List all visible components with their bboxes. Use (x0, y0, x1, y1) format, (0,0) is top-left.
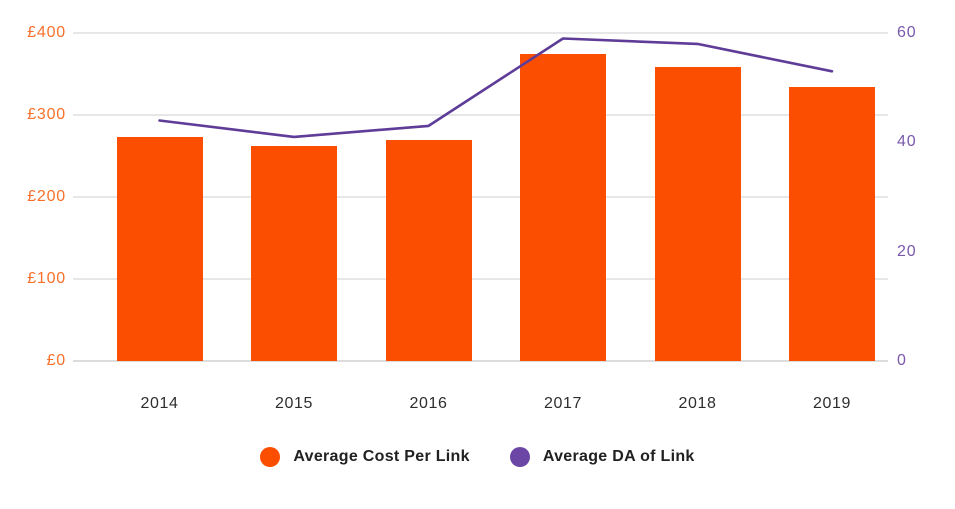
left-axis-tick: £0 (46, 352, 66, 369)
gridline (73, 196, 888, 198)
x-axis-label-2018: 2018 (678, 395, 717, 412)
bar-2019[interactable] (789, 87, 875, 361)
x-axis-label-2014: 2014 (140, 395, 179, 412)
plot-area (73, 32, 888, 362)
x-axis-label-2019: 2019 (813, 395, 851, 412)
legend-label-bar-series: Average Cost Per Link (293, 448, 470, 465)
gridline (73, 114, 888, 116)
left-axis-tick: £300 (27, 106, 66, 123)
right-axis-tick: 60 (897, 24, 917, 41)
gridline (73, 278, 888, 280)
x-axis-label-2016: 2016 (409, 395, 448, 412)
right-axis-tick: 40 (897, 133, 917, 151)
legend-item-average-da-of-link[interactable]: Average DA of Link (509, 447, 695, 467)
bar-2017[interactable] (520, 54, 606, 361)
legend-marker-line-series-icon (509, 447, 530, 467)
bar-2014[interactable] (116, 137, 203, 361)
right-axis-tick: 20 (897, 242, 917, 260)
legend-item-average-cost-per-link[interactable]: Average Cost Per Link (260, 447, 470, 467)
legend-marker-bar-series-icon (260, 447, 281, 467)
right-axis-tick: 0 (897, 352, 907, 369)
left-axis-tick: £200 (27, 188, 66, 205)
x-axis-baseline (73, 360, 888, 362)
gridline (73, 32, 888, 34)
line-series (158, 37, 834, 139)
bar-2015[interactable] (251, 146, 337, 361)
x-axis-label-2015: 2015 (275, 395, 313, 412)
legend-label-line-series: Average DA of Link (542, 448, 695, 465)
line-average-da (158, 37, 834, 139)
bar-2018[interactable] (654, 66, 741, 361)
legend: Average Cost Per Link Average DA of Link (0, 444, 955, 470)
x-axis-label-2017: 2017 (544, 395, 582, 412)
bar-2016[interactable] (385, 139, 472, 361)
left-axis-tick: £400 (27, 24, 66, 41)
left-axis-tick: £100 (27, 270, 66, 287)
